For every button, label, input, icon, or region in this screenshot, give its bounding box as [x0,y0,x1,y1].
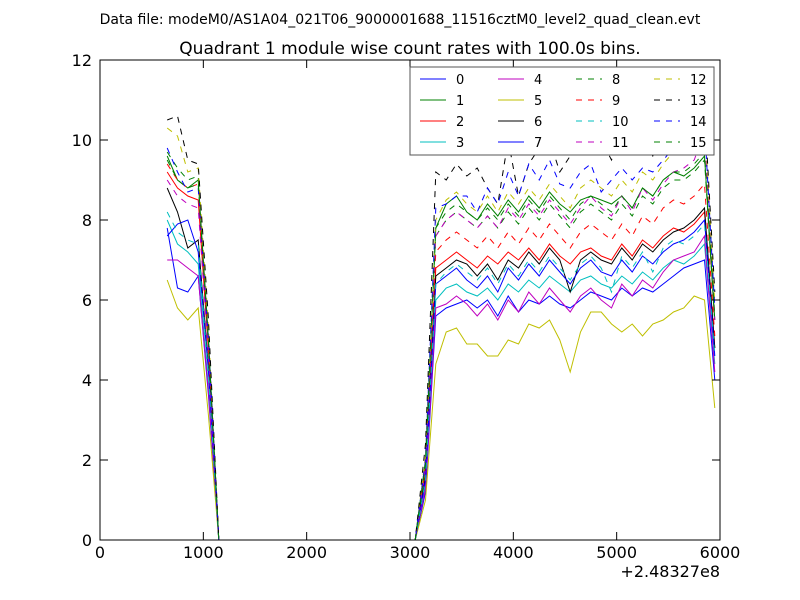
legend-label-12: 12 [690,73,707,88]
legend-label-0: 0 [456,73,464,88]
legend-box [409,66,715,156]
legend-label-14: 14 [690,115,707,130]
legend-label-5: 5 [534,94,542,109]
legend-label-7: 7 [534,136,542,151]
legend-label-10: 10 [612,115,629,130]
series-line-7 [166,218,716,540]
series-line-3 [166,219,716,540]
x-offset-label: +2.48327e8 [620,562,720,581]
series-line-13 [167,86,716,540]
y-tick-label: 2 [82,451,92,470]
legend-label-9: 9 [612,94,620,109]
legend-label-4: 4 [534,73,542,88]
series-line-0 [166,227,716,540]
legend-label-8: 8 [612,73,620,88]
x-tick-label: 6000 [700,543,741,562]
x-tick-label: 2000 [286,543,327,562]
legend-label-3: 3 [456,136,464,151]
series-line-6 [166,187,716,540]
y-tick-label: 12 [72,51,92,70]
series-line-10 [166,211,716,540]
x-tick-label: 3000 [390,543,431,562]
series-line-12 [166,115,716,540]
legend-label-1: 1 [456,94,464,109]
y-tick-label: 10 [72,131,92,150]
series-line-11 [166,131,716,540]
y-tick-label: 4 [82,371,92,390]
legend-label-13: 13 [690,94,707,109]
chart-suptitle: Data file: modeM0/AS1A04_021T06_90000016… [100,12,701,28]
x-tick-label: 1000 [183,543,224,562]
series-layer [166,86,716,540]
series-line-14 [166,122,716,540]
series-line-9 [166,163,716,540]
y-tick-label: 6 [82,291,92,310]
x-tick-label: 0 [95,543,105,562]
legend-label-2: 2 [456,115,464,130]
series-line-8 [166,151,716,540]
series-line-5 [166,279,716,540]
series-line-4 [167,234,716,540]
y-tick-label: 8 [82,211,92,230]
series-line-2 [166,171,716,540]
y-tick-label: 0 [82,531,92,550]
legend-label-11: 11 [612,136,629,151]
legend-label-15: 15 [690,136,707,151]
x-tick-label: 4000 [493,543,534,562]
chart-title: Quadrant 1 module wise count rates with … [179,39,640,59]
x-tick-label: 5000 [596,543,637,562]
series-line-15 [166,150,716,540]
legend-label-6: 6 [534,115,542,130]
